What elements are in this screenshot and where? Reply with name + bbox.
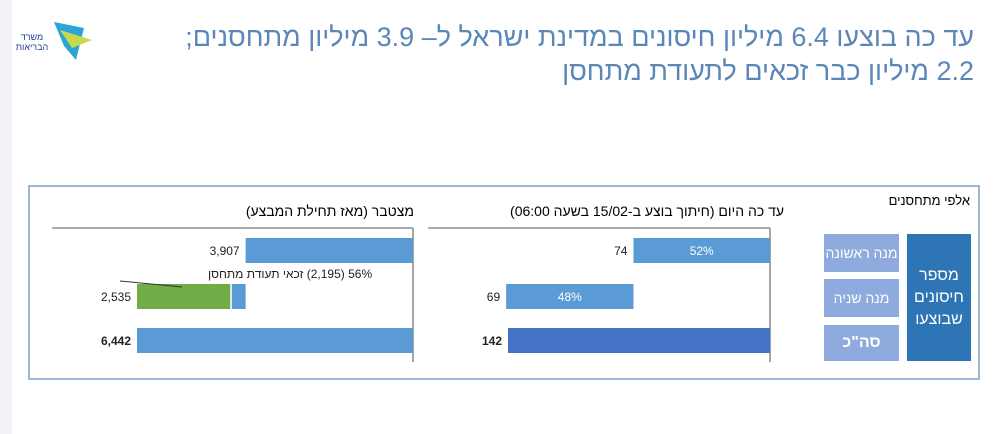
bar-1 <box>245 238 413 263</box>
bar-3 <box>137 328 413 353</box>
bar-value-label-1: 74 <box>614 244 628 258</box>
title-line-2: 2.2 מיליון כבר זכאים לתעודת מתחסן <box>562 56 974 86</box>
units-label: אלפי מתחסנים <box>888 193 970 208</box>
bar-percent-label-2: 48% <box>558 290 582 304</box>
ministry-of-health-logo: משרד הבריאות <box>16 22 92 60</box>
cumulative-chart-title: מצטבר (מאז תחילת המבצע) <box>245 203 414 219</box>
bar-3 <box>508 328 770 353</box>
legend-second-dose: מנה שניה <box>824 279 899 317</box>
today-chart-title: עד כה היום (חיתוך בוצע ב-15/02 בשעה 06:0… <box>510 203 784 219</box>
legend-total: סה"כ <box>824 325 899 361</box>
svg-text:משרד: משרד <box>21 32 43 42</box>
title-line-1: עד כה בוצעו 6.4 מיליון חיסונים במדינת יש… <box>185 22 974 52</box>
page-title: עד כה בוצעו 6.4 מיליון חיסונים במדינת יש… <box>94 20 974 88</box>
bar-percent-label-1: 52% <box>690 244 714 258</box>
svg-text:הבריאות: הבריאות <box>16 42 48 52</box>
legend-first-dose: מנה ראשונה <box>824 234 899 272</box>
bar-value-label-1: 3,907 <box>210 244 240 258</box>
bar-value-label-3: 142 <box>482 334 502 348</box>
eligible-bar <box>137 284 232 309</box>
eligible-callout-line <box>119 280 183 288</box>
left-edge <box>0 0 12 434</box>
chart-frame <box>28 185 980 380</box>
bar-value-label-3: 6,442 <box>101 334 131 348</box>
legend-group: מספר חיסונים שבוצעו <box>907 234 971 361</box>
bar-1 <box>633 238 770 263</box>
bar-value-label-2: 69 <box>487 290 501 304</box>
bar-value-label-2: 2,535 <box>101 290 131 304</box>
bar-2 <box>506 284 634 309</box>
eligible-label: 56% (2,195) זכאי תעודת מתחסן <box>208 267 372 281</box>
